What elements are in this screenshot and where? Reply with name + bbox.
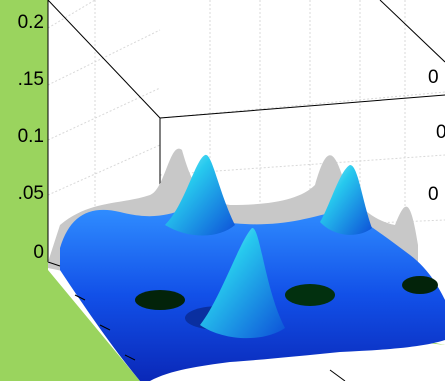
z-tick-label: 0.2 xyxy=(18,12,44,33)
z-tick-label: 0 xyxy=(33,242,44,263)
valley-left xyxy=(135,290,185,310)
z-tick-label: .05 xyxy=(18,183,44,204)
z-tick-label: 0.1 xyxy=(18,126,44,147)
right-axis-label: 0 xyxy=(436,122,445,143)
back-peak xyxy=(165,154,235,236)
valley-right-2 xyxy=(402,276,438,294)
front-peak xyxy=(200,227,285,339)
z-tick-label: .15 xyxy=(18,69,44,90)
right-axis-label: 0 xyxy=(428,67,439,88)
floor-ticks xyxy=(47,261,346,381)
valley-right xyxy=(285,284,335,306)
right-peak xyxy=(320,165,372,235)
right-axis-label: 0 xyxy=(428,184,439,205)
